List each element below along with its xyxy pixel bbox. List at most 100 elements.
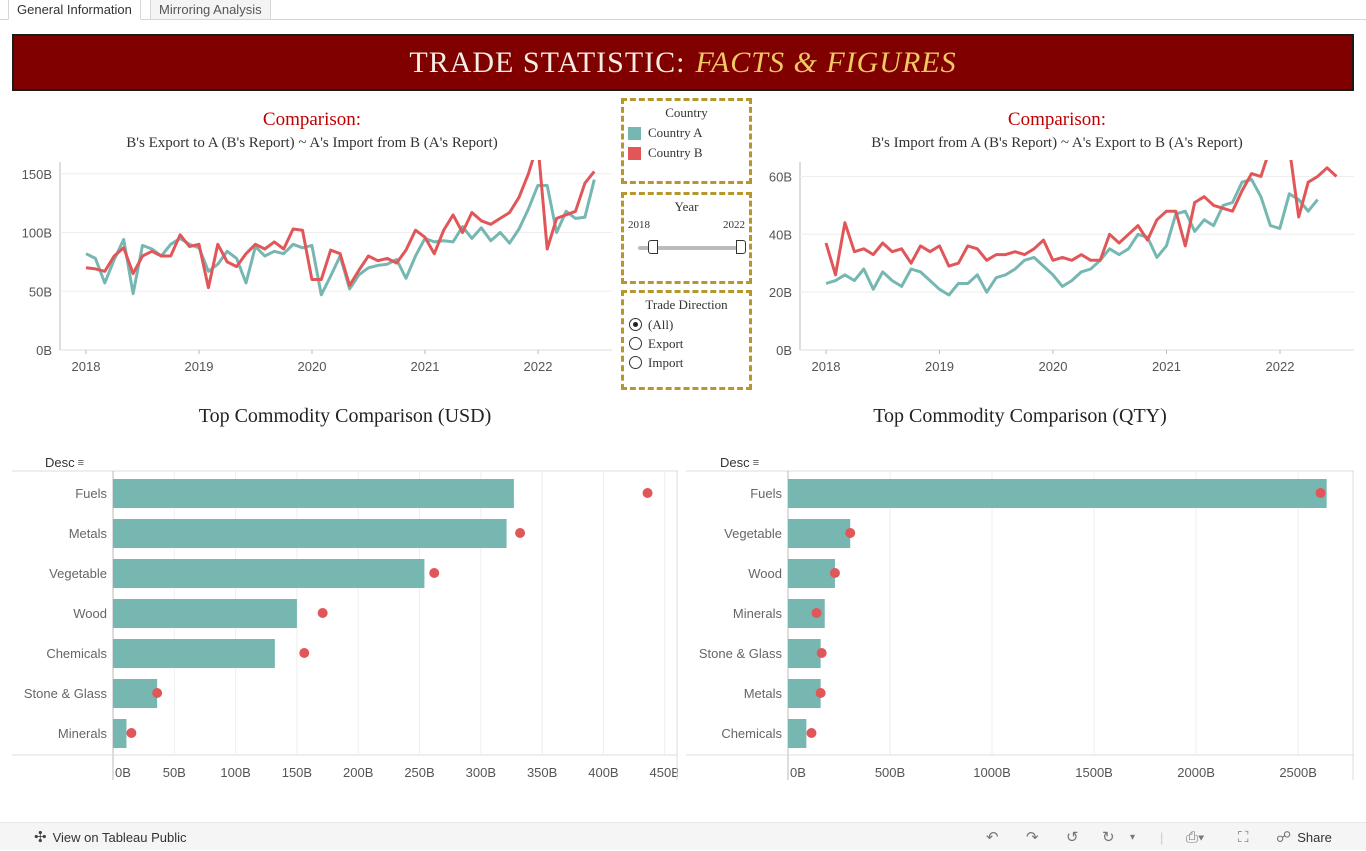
category-label: Stone & Glass xyxy=(24,686,108,701)
qty-sort-control[interactable]: Desc ≡ xyxy=(720,455,759,470)
qty-section-title: Top Commodity Comparison (QTY) xyxy=(873,405,1167,427)
fullscreen-icon[interactable]: ⛶ xyxy=(1238,828,1249,846)
legend-item-country-a[interactable]: Country A xyxy=(628,125,749,141)
banner-subtitle: FACTS & FIGURES xyxy=(695,45,957,79)
category-label: Chemicals xyxy=(46,646,107,661)
legend-label-country-a: Country A xyxy=(648,125,703,140)
x-tick-label: 2021 xyxy=(411,359,440,374)
dot-country-b xyxy=(429,568,440,578)
radio-option-import[interactable]: Import xyxy=(629,353,749,372)
refresh-icon[interactable]: ↻ xyxy=(1102,829,1115,846)
tab-mirroring-analysis[interactable]: Mirroring Analysis xyxy=(150,0,271,20)
category-label: Wood xyxy=(748,566,782,581)
year-max-label: 2022 xyxy=(723,219,745,231)
left-line-subtitle: B's Export to A (B's Report) ~ A's Impor… xyxy=(126,135,498,151)
y-tick-label: 40B xyxy=(769,227,792,242)
bar-country-a xyxy=(113,679,158,708)
x-tick-label: 2021 xyxy=(1152,359,1181,374)
redo-icon[interactable]: ↷ xyxy=(1026,829,1039,846)
revert-icon[interactable]: ↺ xyxy=(1066,829,1079,846)
year-filter-title: Year xyxy=(674,199,699,214)
x-tick-label: 2000B xyxy=(1177,765,1215,780)
bar-country-a xyxy=(113,519,507,548)
radio-export-icon[interactable] xyxy=(629,337,642,350)
x-tick-label: 450B xyxy=(650,765,678,780)
legend-item-country-b[interactable]: Country B xyxy=(628,145,749,161)
right-line-chart[interactable]: 0B 20B 40B 60B 2018 2019 2020 2021 2022 xyxy=(760,160,1354,390)
dot-country-b xyxy=(642,488,653,498)
bar-country-a xyxy=(113,599,297,628)
view-on-tableau-button[interactable]: ✣ View on Tableau Public xyxy=(34,823,187,851)
dot-country-b xyxy=(811,608,822,618)
x-tick-label: 2018 xyxy=(72,359,101,374)
x-tick-label: 1500B xyxy=(1075,765,1113,780)
x-tick-label: 2022 xyxy=(524,359,553,374)
x-tick-label: 2500B xyxy=(1279,765,1317,780)
usd-sort-label: Desc xyxy=(45,455,75,470)
x-tick-label: 2019 xyxy=(185,359,214,374)
usd-sort-control[interactable]: Desc ≡ xyxy=(45,455,84,470)
trade-direction-filter: Trade Direction (All) Export Import xyxy=(621,290,752,390)
category-label: Vegetable xyxy=(724,526,782,541)
bar-country-a xyxy=(788,479,1327,508)
qty-bar-chart[interactable]: 0B 500B 1000B 1500B 2000B 2500B Fuels Vegetable… xyxy=(686,470,1354,780)
share-label: Share xyxy=(1297,829,1332,845)
dot-country-b xyxy=(1315,488,1326,498)
dot-country-b xyxy=(299,648,310,658)
category-label: Minerals xyxy=(733,606,783,621)
dashboard-banner: TRADE STATISTIC: FACTS & FIGURES xyxy=(12,34,1354,91)
country-a-swatch xyxy=(628,126,641,140)
year-slider-min-handle[interactable] xyxy=(648,240,658,254)
year-slider-max-handle[interactable] xyxy=(736,240,746,254)
x-tick-label: 100B xyxy=(220,765,250,780)
country-legend: Country Country A Country B xyxy=(621,98,752,184)
refresh-dropdown-icon[interactable]: ▾ xyxy=(1130,831,1136,843)
x-tick-label: 250B xyxy=(404,765,434,780)
right-line-title-block: Comparison: B's Import from A (B's Repor… xyxy=(760,108,1354,154)
left-line-title: Comparison: xyxy=(262,109,362,130)
undo-icon[interactable]: ↶ xyxy=(986,829,999,846)
country-b-swatch xyxy=(628,146,641,160)
radio-all-icon[interactable] xyxy=(629,318,642,331)
sort-icon[interactable]: ≡ xyxy=(752,456,760,469)
radio-label-import: Import xyxy=(648,354,684,370)
legend-label-country-b: Country B xyxy=(648,145,703,160)
share-button[interactable]: ☍ Share xyxy=(1276,823,1332,851)
download-icon[interactable]: ⎙▾ xyxy=(1186,828,1205,846)
dot-country-b xyxy=(806,728,817,738)
radio-label-export: Export xyxy=(648,335,684,351)
category-label: Fuels xyxy=(75,486,107,501)
year-min-label: 2018 xyxy=(628,219,650,231)
year-slider-track[interactable] xyxy=(638,246,742,250)
bar-country-a xyxy=(788,519,851,548)
dot-country-b xyxy=(816,648,827,658)
dot-country-b xyxy=(152,688,163,698)
category-label: Metals xyxy=(744,686,783,701)
x-tick-label: 50B xyxy=(163,765,186,780)
view-on-tableau-label: View on Tableau Public xyxy=(52,829,187,845)
tab-bar: General Information Mirroring Analysis xyxy=(0,0,1366,20)
y-tick-label: 0B xyxy=(776,343,792,358)
left-line-chart[interactable]: 0B 50B 100B 150B 2018 2019 2020 2021 2022 xyxy=(12,160,612,390)
x-tick-label: 300B xyxy=(466,765,496,780)
x-tick-label: 1000B xyxy=(973,765,1011,780)
sort-icon[interactable]: ≡ xyxy=(77,456,85,469)
series-line-country-b xyxy=(85,160,596,290)
x-tick-label: 2019 xyxy=(925,359,954,374)
usd-bar-chart[interactable]: 0B 50B 100B 150B 200B 250B 300B 350B 400B 450B Fue… xyxy=(12,470,678,780)
y-tick-label: 20B xyxy=(769,285,792,300)
bar-country-a xyxy=(113,639,275,668)
x-tick-label: 350B xyxy=(527,765,557,780)
radio-option-export[interactable]: Export xyxy=(629,334,749,353)
x-tick-label: 2018 xyxy=(812,359,841,374)
radio-import-icon[interactable] xyxy=(629,356,642,369)
dot-country-b xyxy=(126,728,137,738)
tab-general-information[interactable]: General Information xyxy=(8,0,141,20)
x-tick-label: 2020 xyxy=(298,359,327,374)
y-tick-label: 0B xyxy=(36,343,52,358)
radio-option-all[interactable]: (All) xyxy=(629,315,749,334)
left-line-title-block: Comparison: B's Export to A (B's Report)… xyxy=(12,108,612,154)
x-tick-label: 0B xyxy=(115,765,131,780)
right-line-subtitle: B's Import from A (B's Report) ~ A's Exp… xyxy=(871,135,1243,151)
dot-country-b xyxy=(845,528,856,538)
